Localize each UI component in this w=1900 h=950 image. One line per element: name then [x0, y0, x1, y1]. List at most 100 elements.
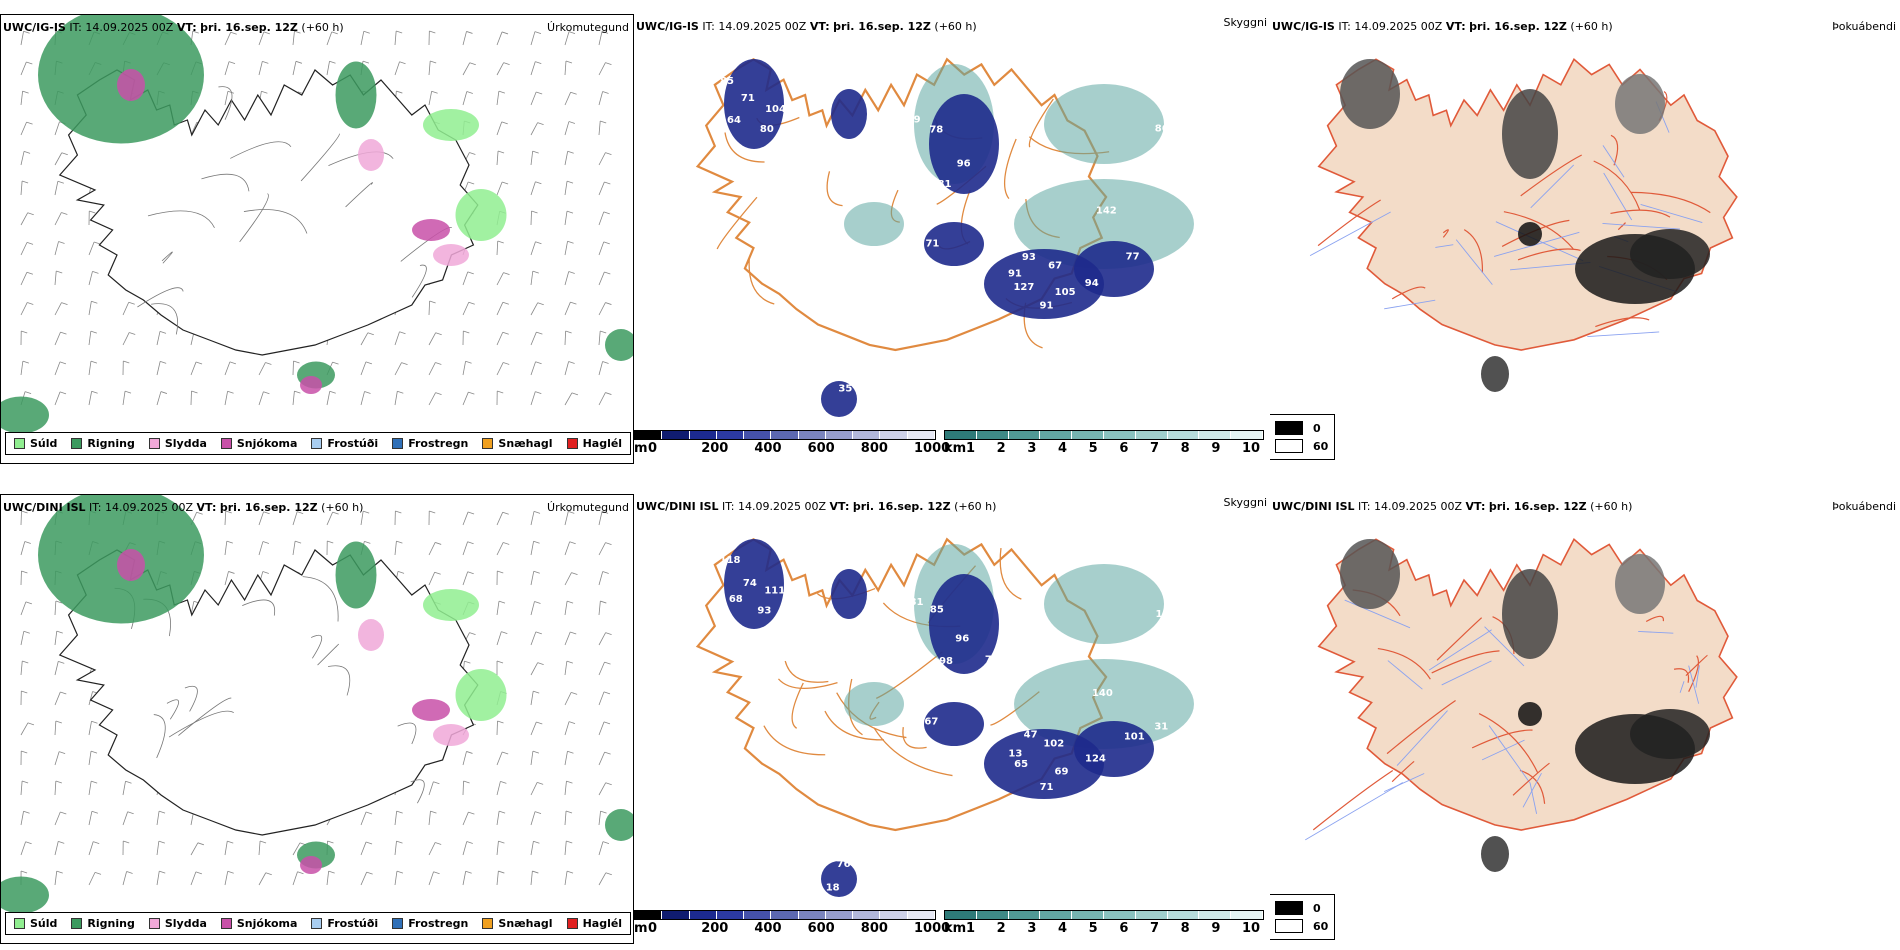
wind-barb-flag — [129, 332, 136, 335]
road-line — [239, 193, 269, 243]
fog-area — [1615, 554, 1665, 614]
wind-barb-flag — [429, 510, 436, 514]
colorbar-cell — [907, 911, 935, 919]
wind-barb-flag — [502, 751, 509, 755]
wind-barb — [122, 871, 127, 886]
cloud-visibility-panel-2: 118 74 68 111 83 93 81 85 96 98 78 67 47 13 102 65 69 124… — [634, 494, 1269, 944]
wind-barb — [20, 151, 25, 166]
wind-barb — [88, 872, 96, 886]
wind-barb-flag — [55, 720, 62, 724]
wind-barb-flag — [429, 30, 436, 34]
colorbar-tick: 2 — [996, 921, 1006, 936]
wind-barb — [360, 511, 364, 526]
cloud-base-label: 47 — [1024, 729, 1038, 740]
wind-barb-flag — [497, 150, 505, 154]
road-line — [397, 722, 417, 745]
wind-barb — [428, 871, 434, 886]
wind-barb-flag — [570, 91, 577, 95]
wind-barb — [530, 631, 537, 646]
wind-barb-flag — [23, 630, 30, 634]
fog-legend-item: 60 — [1275, 917, 1328, 935]
wind-barb — [564, 631, 571, 646]
precip-area — [117, 69, 145, 101]
wind-barb-flag — [605, 392, 612, 395]
wind-barb — [564, 751, 568, 766]
road-line — [243, 209, 308, 234]
legend-swatch — [566, 918, 578, 929]
road-line — [902, 727, 927, 749]
wind-barb-flag — [532, 150, 539, 154]
wind-barb — [224, 871, 229, 886]
wind-barb-flag — [331, 31, 338, 35]
wind-barb-flag — [261, 90, 268, 94]
wind-barb — [326, 391, 331, 406]
wind-barb — [564, 271, 570, 286]
cloud-base-label: 85 — [930, 604, 944, 615]
road-line — [826, 171, 843, 207]
wind-barb — [462, 31, 467, 46]
wind-barb — [598, 331, 601, 346]
wind-barb-flag — [160, 360, 167, 364]
colorbar-cell — [635, 431, 663, 439]
cloud-base-label: 94 — [1085, 278, 1099, 289]
wind-barb — [564, 31, 570, 46]
wind-barb-flag — [503, 542, 510, 545]
fog-area — [1481, 356, 1509, 392]
road-line — [791, 682, 804, 729]
wind-barb-flag — [263, 391, 270, 395]
wind-barb — [564, 841, 567, 856]
colorbar-tick: 1 — [966, 921, 976, 936]
wind-barb-flag — [226, 540, 233, 544]
cloud-base-label: 71 — [1040, 782, 1054, 793]
legend-item: Súld — [14, 437, 57, 450]
wind-barb-flag — [55, 600, 62, 604]
wind-barb-flag — [601, 30, 609, 34]
wind-barb — [598, 181, 605, 196]
wind-barb — [428, 572, 436, 586]
cloud-base-label: 140 — [1092, 688, 1113, 699]
wind-barb — [496, 62, 504, 76]
wind-barb — [564, 211, 568, 226]
road-line — [1436, 617, 1483, 661]
wind-barb-flag — [604, 181, 611, 185]
colorbar-cell — [880, 431, 908, 439]
low-cloud-area — [924, 222, 984, 266]
wind-barb-flag — [605, 302, 612, 305]
legend-item: Slydda — [148, 917, 207, 930]
wind-barb — [462, 391, 469, 406]
legend-label: Frostúði — [327, 917, 379, 930]
wind-barb — [224, 541, 228, 556]
cloud-base-label: 18 — [826, 882, 840, 893]
wind-barb — [598, 872, 607, 886]
road-line — [1312, 770, 1394, 831]
precip-area — [300, 376, 322, 394]
wind-barb-flag — [468, 391, 475, 395]
cloud-base-label: 69 — [1055, 766, 1069, 777]
river-line — [1435, 244, 1454, 248]
wind-barb-flag — [565, 810, 573, 814]
precip-area — [433, 724, 469, 746]
wind-barb-flag — [503, 272, 510, 275]
colorbar-cell — [1103, 911, 1136, 919]
wind-barb-flag — [501, 631, 508, 635]
road-line — [1610, 209, 1671, 218]
wind-barb — [54, 781, 57, 796]
wind-barb — [394, 541, 397, 556]
colorbar-labels: m 0 200 400 600 800 1000 — [634, 440, 950, 456]
colorbar-tick: 7 — [1150, 921, 1160, 936]
wind-barb — [564, 301, 571, 316]
colorbar-strip — [944, 430, 1264, 440]
wind-barb — [326, 512, 333, 526]
colorbar-unit: m — [634, 921, 648, 936]
colorbar-tick: 400 — [754, 921, 782, 936]
wind-barb-flag — [467, 571, 474, 575]
wind-barb-flag — [21, 180, 29, 184]
road-line — [317, 643, 339, 666]
cloud-base-label: 78 — [985, 654, 999, 665]
cloud-base-label: 96 — [957, 159, 971, 170]
legend-label: Slydda — [164, 917, 207, 930]
road-line — [824, 710, 885, 741]
low-visibility-area — [844, 202, 904, 246]
wind-barb — [20, 781, 23, 796]
